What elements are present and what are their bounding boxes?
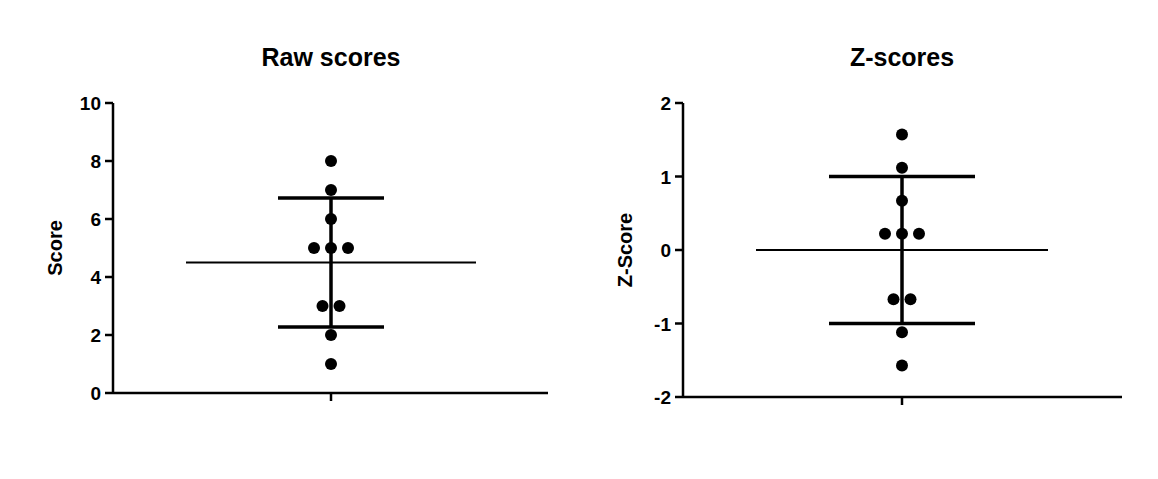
error-bar-cap (278, 196, 384, 200)
y-tick (675, 396, 683, 399)
data-point (896, 326, 908, 338)
data-point (317, 300, 329, 312)
y-tick (105, 334, 113, 337)
data-point (896, 129, 908, 141)
y-tick-label: 2 (90, 325, 101, 346)
error-bar (829, 177, 975, 324)
y-tick-label: 2 (660, 93, 671, 114)
panel: Z-scores Z-Score -2 -1 0 1 2 (614, 43, 1122, 408)
data-point (325, 358, 337, 370)
y-tick-label: 8 (90, 151, 101, 172)
data-point (896, 359, 908, 371)
y-axis-label: Z-Score (614, 213, 636, 287)
y-tick-label: 1 (660, 167, 671, 188)
plot-area (756, 129, 1048, 372)
data-point (325, 184, 337, 196)
data-point (905, 293, 917, 305)
data-point (879, 228, 891, 240)
data-point (342, 242, 354, 254)
y-tick-label: -1 (654, 314, 671, 335)
x-tick (901, 397, 904, 405)
error-bar (278, 198, 384, 327)
data-point (325, 213, 337, 225)
y-tick (675, 249, 683, 252)
data-point (896, 195, 908, 207)
y-axis (112, 103, 115, 393)
data-point (325, 242, 337, 254)
data-point (308, 242, 320, 254)
y-tick-label: 4 (90, 267, 101, 288)
y-tick (105, 276, 113, 279)
chart-title: Raw scores (262, 43, 401, 71)
y-tick-label: 0 (660, 240, 671, 261)
data-point (334, 300, 346, 312)
y-tick (105, 102, 113, 105)
y-tick-label: -2 (654, 387, 671, 408)
y-tick (105, 218, 113, 221)
y-tick (105, 160, 113, 163)
y-tick (675, 322, 683, 325)
y-tick (675, 102, 683, 105)
y-tick-label: 6 (90, 209, 101, 230)
data-point (896, 228, 908, 240)
x-tick (330, 393, 333, 401)
y-tick-label: 0 (90, 383, 101, 404)
error-bar-cap (829, 322, 975, 326)
figure: Raw scoresScore0246810Z-scoresZ-Score-2-… (0, 0, 1158, 479)
error-bar-cap (278, 325, 384, 329)
data-point (888, 293, 900, 305)
data-point (896, 162, 908, 174)
data-point (325, 329, 337, 341)
data-point (325, 155, 337, 167)
y-tick (105, 392, 113, 395)
y-tick-label: 10 (80, 93, 101, 114)
y-axis-label: Score (44, 220, 66, 276)
error-bar-cap (829, 175, 975, 179)
panel: Raw scores Score 0 2 4 6 8 10 (44, 43, 548, 404)
chart-title: Z-scores (850, 43, 954, 71)
plot-area (186, 155, 476, 370)
data-point (913, 228, 925, 240)
y-tick (675, 175, 683, 178)
